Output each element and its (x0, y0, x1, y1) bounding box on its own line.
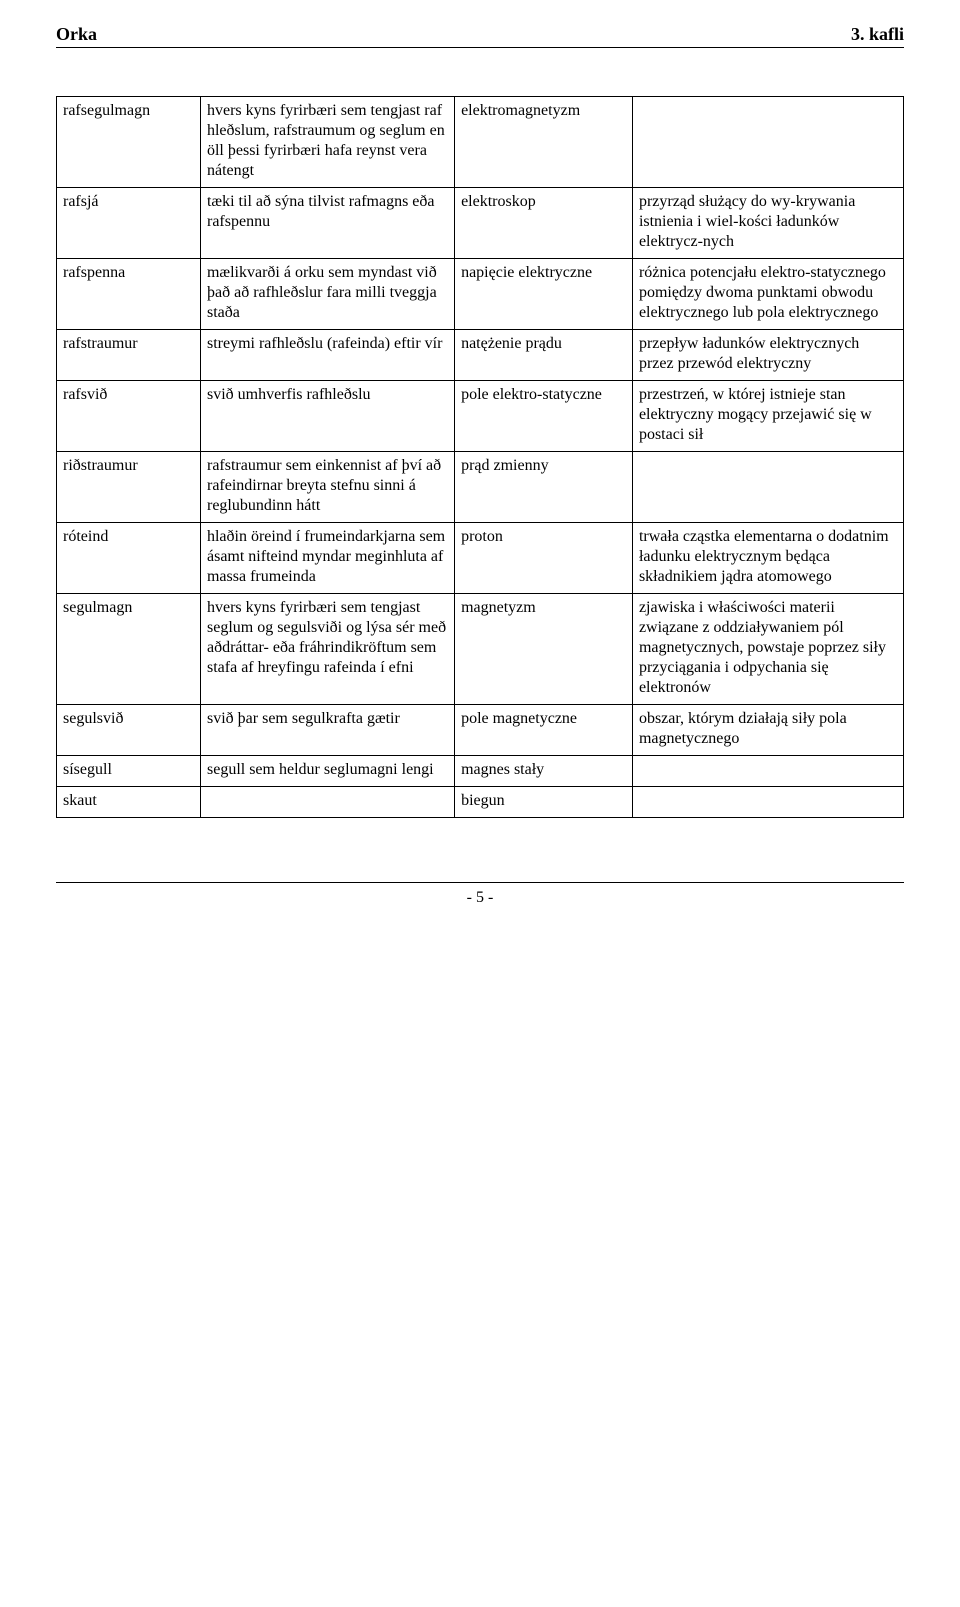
term-cell: rafsvið (57, 381, 201, 452)
translation-def-cell: przestrzeń, w której istnieje stan elekt… (632, 381, 903, 452)
term-cell: segulmagn (57, 594, 201, 705)
table-row: riðstraumur rafstraumur sem einkennist a… (57, 452, 904, 523)
translation-def-cell: trwała cząstka elementarna o dodatnim ła… (632, 523, 903, 594)
table-body: rafsegulmagn hvers kyns fyrirbæri sem te… (57, 97, 904, 818)
table-row: rafstraumur streymi rafhleðslu (rafeinda… (57, 330, 904, 381)
translation-def-cell (632, 97, 903, 188)
translation-cell: prąd zmienny (455, 452, 633, 523)
page-header: Orka 3. kafli (56, 24, 904, 48)
term-cell: sísegull (57, 756, 201, 787)
translation-cell: biegun (455, 787, 633, 818)
translation-cell: pole magnetyczne (455, 705, 633, 756)
definition-cell: svið þar sem segulkrafta gætir (200, 705, 454, 756)
definition-cell: svið umhverfis rafhleðslu (200, 381, 454, 452)
definition-cell (200, 787, 454, 818)
table-row: rafsegulmagn hvers kyns fyrirbæri sem te… (57, 97, 904, 188)
term-cell: róteind (57, 523, 201, 594)
translation-cell: elektroskop (455, 188, 633, 259)
table-row: sísegull segull sem heldur seglumagni le… (57, 756, 904, 787)
definition-cell: segull sem heldur seglumagni lengi (200, 756, 454, 787)
translation-def-cell (632, 756, 903, 787)
table-row: segulmagn hvers kyns fyrirbæri sem tengj… (57, 594, 904, 705)
definition-cell: hvers kyns fyrirbæri sem tengjast raf hl… (200, 97, 454, 188)
translation-def-cell: przyrząd służący do wy-krywania istnieni… (632, 188, 903, 259)
table-row: rafspenna mælikvarði á orku sem myndast … (57, 259, 904, 330)
definition-cell: streymi rafhleðslu (rafeinda) eftir vír (200, 330, 454, 381)
translation-cell: magnetyzm (455, 594, 633, 705)
table-row: rafsvið svið umhverfis rafhleðslu pole e… (57, 381, 904, 452)
header-left: Orka (56, 24, 97, 45)
page: Orka 3. kafli rafsegulmagn hvers kyns fy… (0, 0, 960, 947)
translation-def-cell: obszar, którym działają siły pola magnet… (632, 705, 903, 756)
term-cell: rafspenna (57, 259, 201, 330)
table-row: segulsvið svið þar sem segulkrafta gætir… (57, 705, 904, 756)
table-row: rafsjá tæki til að sýna tilvist rafmagns… (57, 188, 904, 259)
table-row: róteind hlaðin öreind í frumeindarkjarna… (57, 523, 904, 594)
translation-def-cell: przepływ ładunków elektrycznych przez pr… (632, 330, 903, 381)
translation-def-cell (632, 452, 903, 523)
translation-cell: pole elektro-statyczne (455, 381, 633, 452)
header-right: 3. kafli (851, 24, 904, 45)
term-cell: rafsjá (57, 188, 201, 259)
translation-cell: natężenie prądu (455, 330, 633, 381)
definition-cell: rafstraumur sem einkennist af því að raf… (200, 452, 454, 523)
page-footer: - 5 - (56, 882, 904, 907)
definition-cell: mælikvarði á orku sem myndast við það að… (200, 259, 454, 330)
term-cell: riðstraumur (57, 452, 201, 523)
term-cell: rafstraumur (57, 330, 201, 381)
translation-def-cell: zjawiska i właściwości materii związane … (632, 594, 903, 705)
translation-def-cell (632, 787, 903, 818)
definition-cell: tæki til að sýna tilvist rafmagns eða ra… (200, 188, 454, 259)
translation-cell: proton (455, 523, 633, 594)
translation-def-cell: różnica potencjału elektro-statycznego p… (632, 259, 903, 330)
term-cell: segulsvið (57, 705, 201, 756)
definition-cell: hvers kyns fyrirbæri sem tengjast seglum… (200, 594, 454, 705)
term-cell: rafsegulmagn (57, 97, 201, 188)
table-row: skaut biegun (57, 787, 904, 818)
translation-cell: elektromagnetyzm (455, 97, 633, 188)
translation-cell: magnes stały (455, 756, 633, 787)
translation-cell: napięcie elektryczne (455, 259, 633, 330)
definition-cell: hlaðin öreind í frumeindarkjarna sem ása… (200, 523, 454, 594)
dictionary-table: rafsegulmagn hvers kyns fyrirbæri sem te… (56, 96, 904, 818)
term-cell: skaut (57, 787, 201, 818)
page-number: - 5 - (467, 889, 494, 906)
